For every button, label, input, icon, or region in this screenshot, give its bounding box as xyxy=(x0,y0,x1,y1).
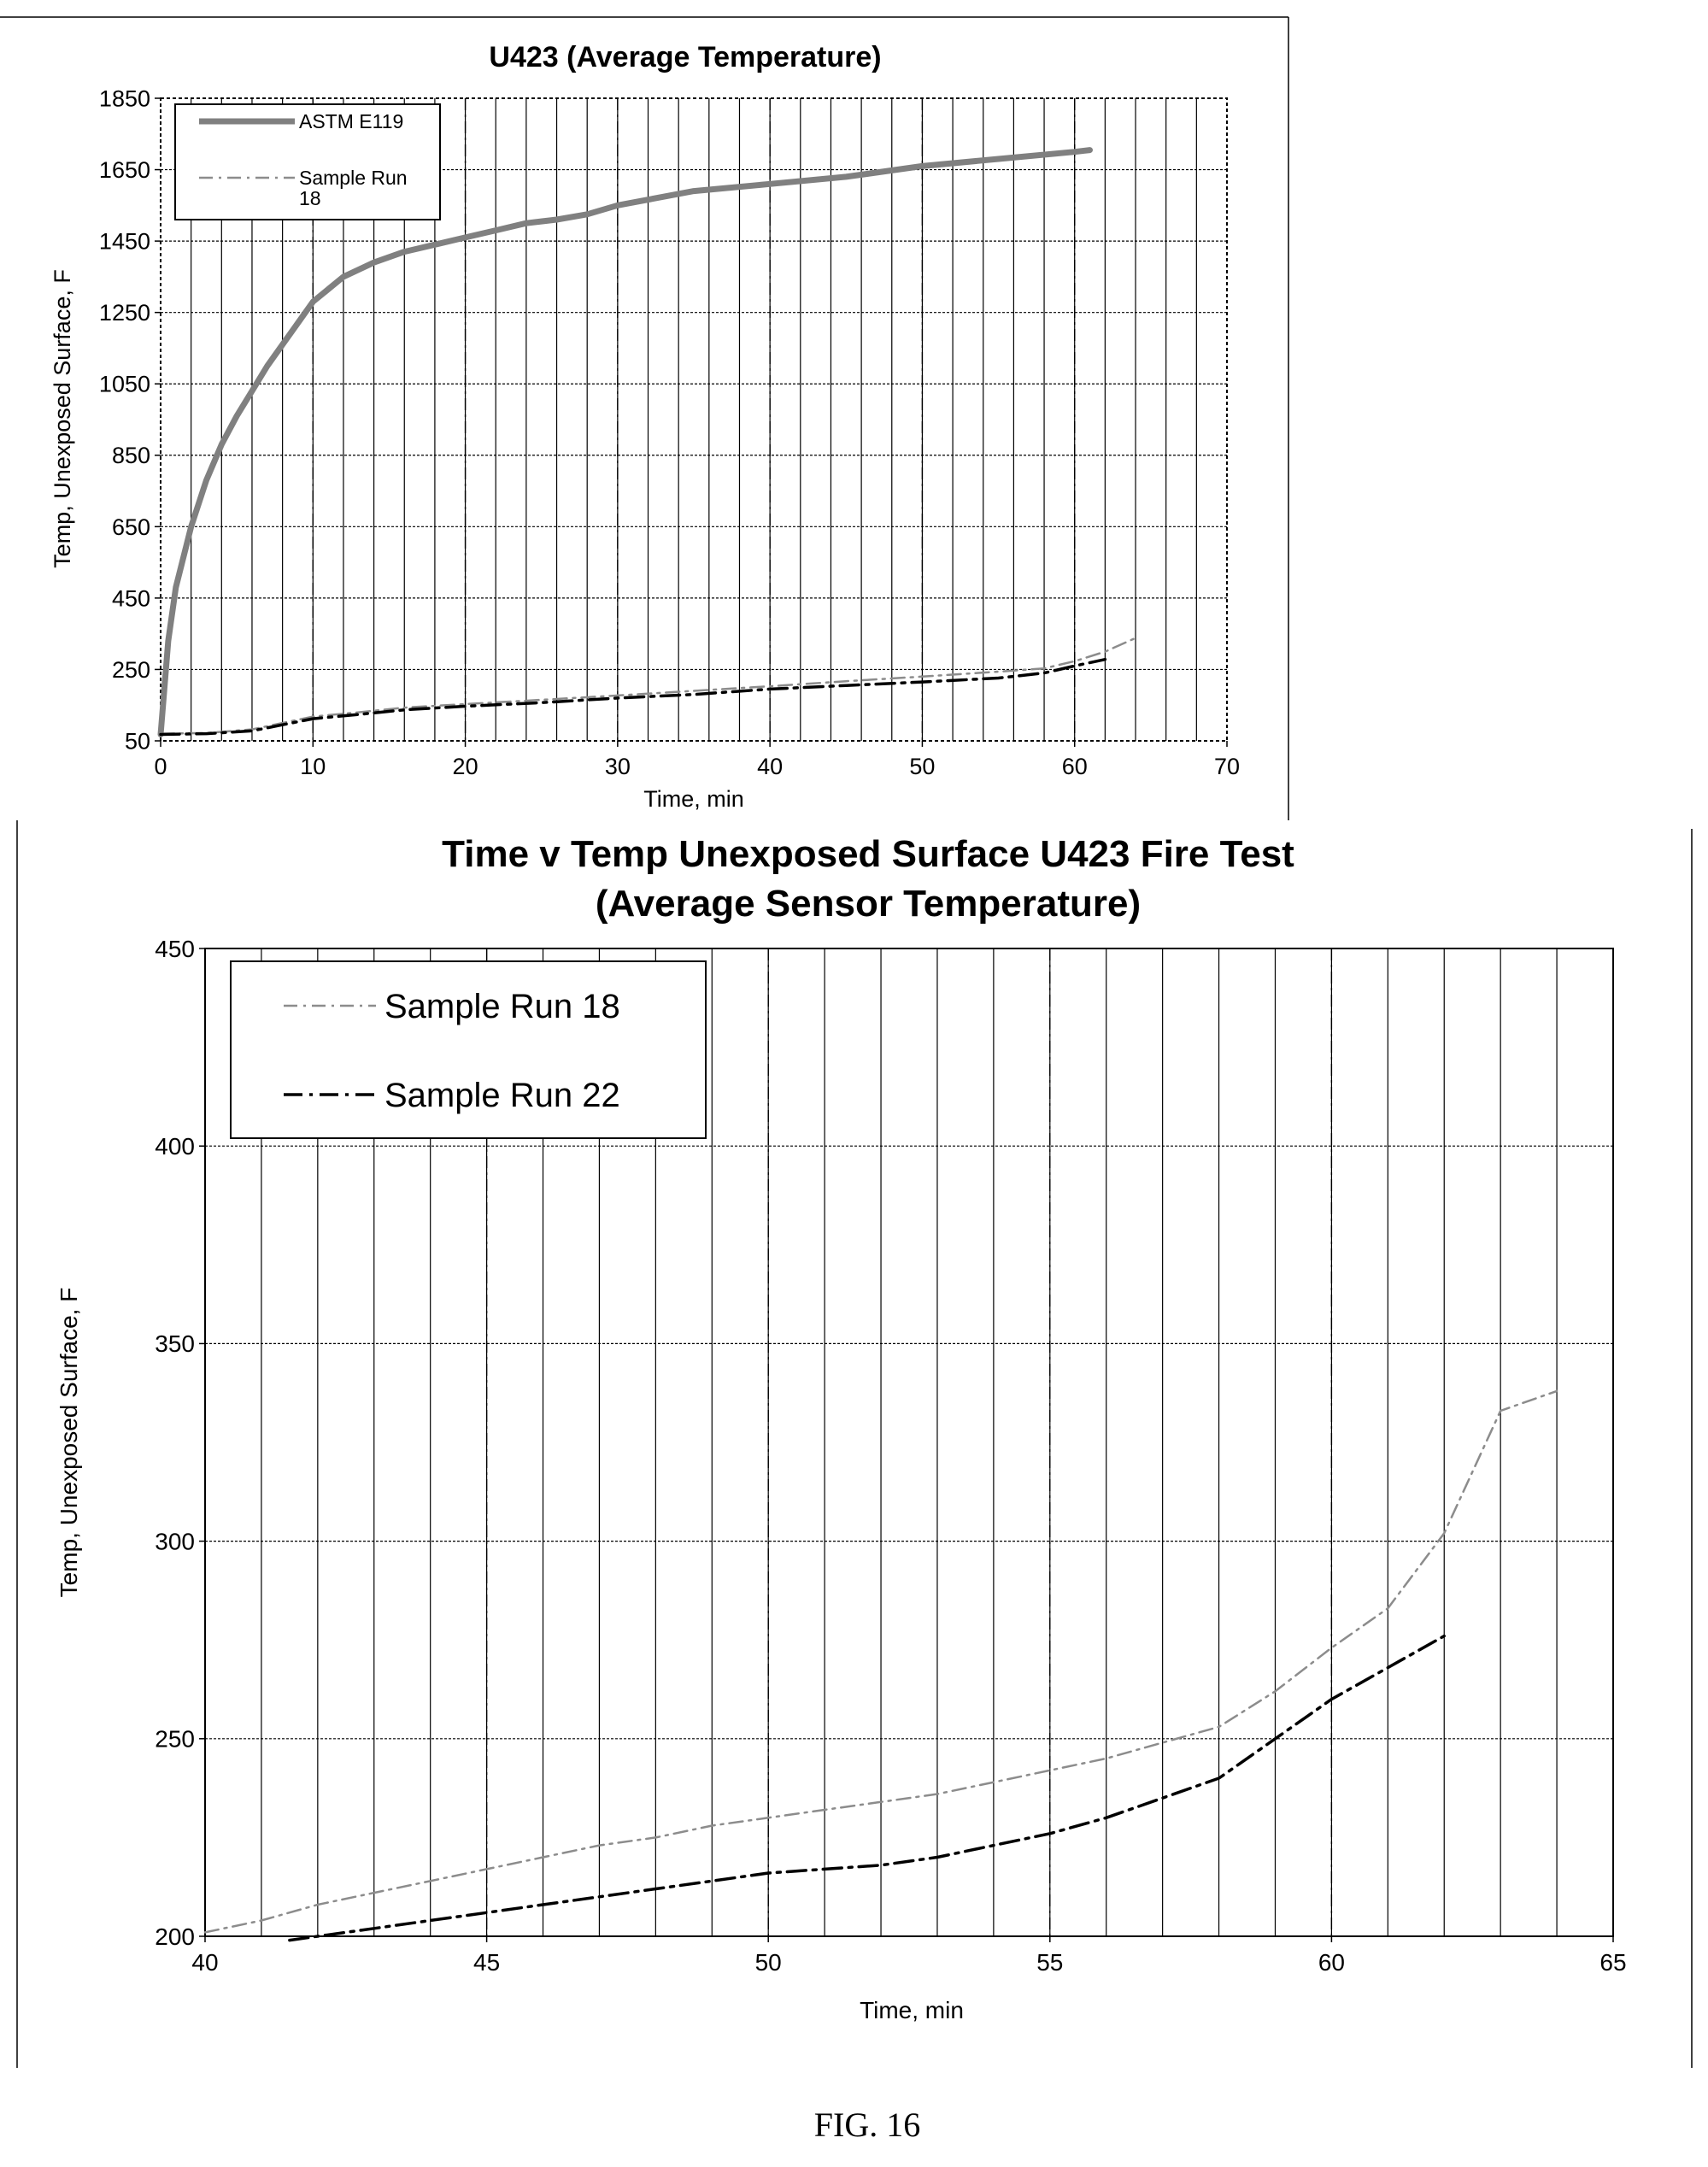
chart2-ytick-label: 300 xyxy=(155,1528,195,1554)
chart2-series-1-line xyxy=(203,1389,1558,1934)
chart2-ytick-label: 250 xyxy=(155,1726,195,1753)
chart2-xtick-label: 65 xyxy=(1599,1949,1626,1976)
chart1-plot-border xyxy=(160,97,1228,742)
chart1-xlabel: Time, min xyxy=(643,786,744,812)
chart1-ytick-label: 1050 xyxy=(99,372,150,397)
chart2-ylabel: Temp, Unexposed Surface, F xyxy=(56,1288,82,1598)
chart1-ytick-label: 1850 xyxy=(99,85,150,111)
chart1-ytick-label: 1650 xyxy=(99,157,150,183)
chart1-xtick-label: 70 xyxy=(1214,754,1240,779)
chart2-ytick-label: 200 xyxy=(155,1923,195,1950)
chart1-ytick-label: 250 xyxy=(112,657,150,683)
chart2-ytick-label: 400 xyxy=(155,1133,195,1160)
chart1-ytick-label: 450 xyxy=(112,585,150,611)
chart2-xtick-label: 40 xyxy=(191,1949,218,1976)
chart2-ytick-label: 350 xyxy=(155,1330,195,1357)
chart2-title: Time v Temp Unexposed Surface U423 Fire … xyxy=(442,833,1294,875)
figure-caption: FIG. 16 xyxy=(814,2105,920,2144)
chart2-legend-box xyxy=(230,960,707,1139)
chart2-xtick-label: 45 xyxy=(473,1949,500,1976)
chart2-series-2-line xyxy=(288,1634,1446,1942)
chart1-ytick-label: 850 xyxy=(112,443,150,468)
chart2-xtick-label: 50 xyxy=(755,1949,782,1976)
chart1-xtick-label: 10 xyxy=(300,754,326,779)
chart1-title: U423 (Average Temperature) xyxy=(489,41,881,73)
chart2-subtitle: (Average Sensor Temperature) xyxy=(596,883,1141,925)
chart1-series-1-line xyxy=(157,147,1093,737)
chart1-legend-label-1: ASTM E119 xyxy=(299,110,403,132)
chart1-xtick-label: 40 xyxy=(757,754,783,779)
chart1-legend-label-2: Sample Run xyxy=(299,167,408,189)
chart1-ytick-label: 1450 xyxy=(99,229,150,255)
chart2-xtick-label: 60 xyxy=(1318,1949,1345,1976)
chart1-xtick-label: 50 xyxy=(909,754,935,779)
chart2-plot-border xyxy=(204,948,1614,1937)
chart2-legend-label-1: Sample Run 18 xyxy=(384,988,620,1025)
chart2-ytick-label: 450 xyxy=(155,936,195,962)
chart1-series-2-line xyxy=(159,637,1137,735)
chart2-legend-label-2: Sample Run 22 xyxy=(384,1077,620,1114)
chart1-ylabel: Temp, Unexposed Surface, F xyxy=(50,269,75,568)
chart1-xtick-label: 20 xyxy=(453,754,478,779)
chart1-ytick-label: 650 xyxy=(112,514,150,540)
chart2-xtick-label: 55 xyxy=(1036,1949,1063,1976)
chart1-legend-label-2: 18 xyxy=(299,187,321,209)
chart1-series-3-line xyxy=(159,657,1107,737)
chart1-xtick-label: 0 xyxy=(154,754,167,779)
chart2-plot: 200 250 300 350 400 450 40 45 50 55 60 65 Sample Run… xyxy=(155,936,1626,1976)
chart1-ytick-label: 1250 xyxy=(99,300,150,326)
chart1-xtick-label: 60 xyxy=(1062,754,1088,779)
chart1-ytick-label: 50 xyxy=(125,728,150,754)
chart1-xtick-label: 30 xyxy=(605,754,631,779)
chart2-xlabel: Time, min xyxy=(860,1997,964,2023)
